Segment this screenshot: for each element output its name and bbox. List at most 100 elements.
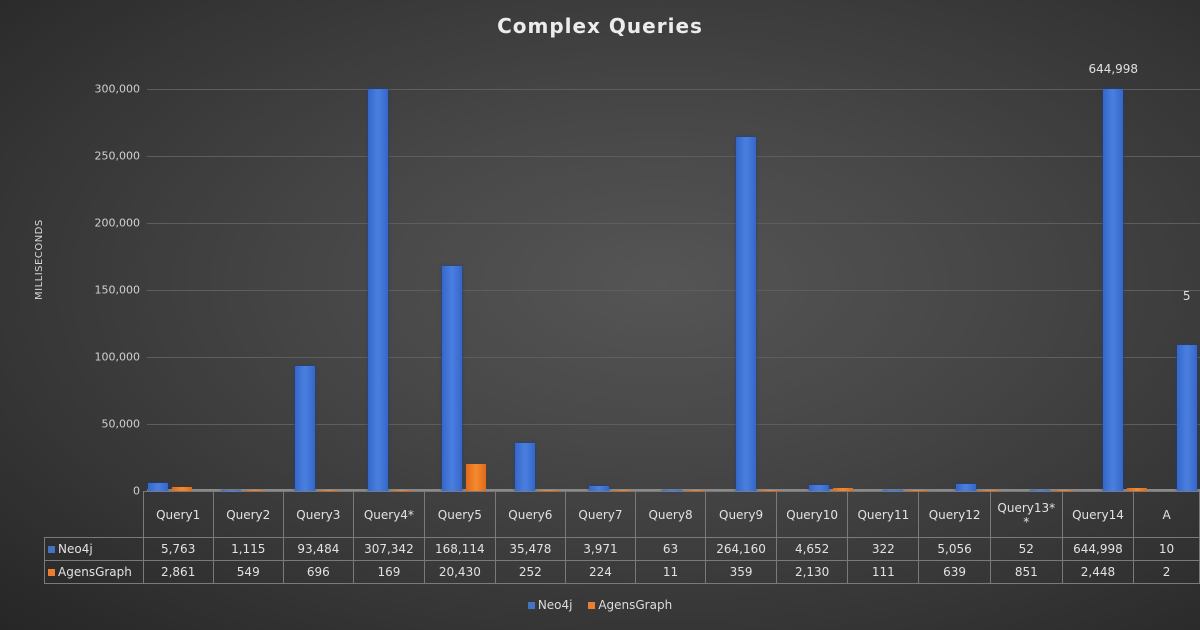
y-tick: 300,000 <box>94 82 141 96</box>
column-header: Query4* <box>352 491 425 538</box>
table-cell: 5,763 <box>142 537 214 561</box>
y-axis-ticks: 0 50,000 100,000 150,000 200,000 250,000… <box>0 0 141 630</box>
neo4j-swatch-icon <box>48 546 55 553</box>
table-cell: 20,430 <box>423 560 496 584</box>
series-label-agensgraph: AgensGraph <box>44 560 144 584</box>
column-header: Query8 <box>634 491 707 538</box>
plot-area: 644,998 5 <box>147 62 1200 491</box>
column-header: Query1 <box>142 491 214 538</box>
table-cell: 696 <box>282 560 354 584</box>
bar-agensgraph-query8 <box>686 489 707 491</box>
column-header: Query6 <box>494 491 566 538</box>
series-label-neo4j: Neo4j <box>44 537 144 561</box>
column-header: Query5 <box>423 491 496 538</box>
gridline <box>147 156 1200 157</box>
gridline <box>147 223 1200 224</box>
table-cell: 11 <box>634 560 707 584</box>
data-table: Query1 Query2 Query3 Query4* Query5 Query6 Que… <box>44 491 1200 584</box>
table-cell: 111 <box>847 560 920 584</box>
y-tick: 250,000 <box>94 149 141 163</box>
column-header: Query7 <box>564 491 637 538</box>
gridline <box>147 290 1200 291</box>
data-label: 5 <box>1182 289 1191 303</box>
table-cell: 322 <box>847 537 920 561</box>
table-cell: 264,160 <box>705 537 778 561</box>
column-header: Query11 <box>847 491 920 538</box>
bar-agensgraph-query5 <box>465 463 486 491</box>
bar-agensgraph-query14 <box>1127 487 1148 491</box>
series-name: Neo4j <box>58 542 93 556</box>
column-header: Query13* * <box>989 491 1063 538</box>
table-cell: 4,652 <box>776 537 849 561</box>
bar-neo4j-query11 <box>882 489 903 491</box>
table-cell: 2,130 <box>776 560 849 584</box>
y-tick: 0 <box>133 484 140 498</box>
legend: Neo4j AgensGraph <box>0 598 1200 612</box>
table-cell: 10 <box>1133 537 1200 561</box>
bar-neo4j-query10 <box>809 484 830 491</box>
y-tick: 150,000 <box>94 283 141 297</box>
bar-neo4j-query2 <box>221 489 242 491</box>
legend-item-agensgraph: AgensGraph <box>588 598 672 612</box>
table-cell: 359 <box>705 560 778 584</box>
bar-agensgraph-query11 <box>906 489 927 491</box>
neo4j-legend-swatch-icon <box>527 602 535 609</box>
bar-neo4j-query7 <box>588 485 609 491</box>
column-header: Query3 <box>282 491 354 538</box>
bar-agensgraph-query3 <box>318 489 339 491</box>
gridline <box>147 424 1200 425</box>
gridline <box>147 357 1200 358</box>
table-cell: 851 <box>989 560 1063 584</box>
y-tick: 50,000 <box>101 417 141 431</box>
table-cell: 307,342 <box>352 537 425 561</box>
table-cell: 52 <box>989 537 1063 561</box>
column-header: Query14 <box>1061 491 1135 538</box>
column-header: Query10 <box>776 491 849 538</box>
series-name: AgensGraph <box>58 565 132 579</box>
y-tick: 100,000 <box>94 350 141 364</box>
data-table-header-row: Query1 Query2 Query3 Query4* Query5 Query6 Que… <box>44 491 1200 538</box>
bar-neo4j-query5 <box>441 265 462 491</box>
chart-title: Complex Queries <box>497 14 703 38</box>
table-cell: 252 <box>494 560 566 584</box>
bar-agensgraph-query13 <box>1053 489 1074 491</box>
gridline <box>147 89 1200 90</box>
bar-neo4j-query1 <box>147 483 168 491</box>
column-header: Query2 <box>212 491 284 538</box>
bar-agensgraph-query6 <box>539 489 560 491</box>
agensgraph-swatch-icon <box>48 569 55 576</box>
bar-agensgraph-query9 <box>759 489 780 491</box>
legend-label: Neo4j <box>537 598 573 612</box>
table-cell: 93,484 <box>282 537 354 561</box>
data-table-row-neo4j: Neo4j 5,763 1,115 93,484 307,342 168,114 35,4… <box>44 537 1200 561</box>
table-cell: 5,056 <box>918 537 991 561</box>
data-table-corner <box>44 491 144 538</box>
bar-agensgraph-query7 <box>612 489 633 491</box>
table-cell: 2,448 <box>1061 560 1135 584</box>
bar-agensgraph-query1 <box>171 487 192 491</box>
table-cell: 549 <box>212 560 284 584</box>
bar-neo4j-query8 <box>662 489 683 491</box>
bar-neo4j-query3 <box>294 365 315 491</box>
column-header: A <box>1133 491 1200 538</box>
bar-agensgraph-query12 <box>980 489 1001 491</box>
table-cell: 2 <box>1133 560 1200 584</box>
table-cell: 2,861 <box>142 560 214 584</box>
table-cell: 3,971 <box>564 537 637 561</box>
column-header: Query9 <box>705 491 778 538</box>
legend-label: AgensGraph <box>598 598 673 612</box>
column-header: Query12 <box>918 491 991 538</box>
table-cell: 639 <box>918 560 991 584</box>
table-cell: 224 <box>564 560 637 584</box>
table-cell: 1,115 <box>212 537 284 561</box>
bar-neo4j-query4 <box>368 89 389 491</box>
bar-neo4j-a <box>1176 344 1197 491</box>
bar-agensgraph-query4 <box>392 489 413 491</box>
agensgraph-legend-swatch-icon <box>588 602 596 609</box>
bar-neo4j-query12 <box>956 484 977 491</box>
data-label: 644,998 <box>1088 62 1139 76</box>
table-cell: 35,478 <box>494 537 566 561</box>
bar-agensgraph-query10 <box>833 488 854 491</box>
table-cell: 644,998 <box>1061 537 1135 561</box>
table-cell: 169 <box>352 560 425 584</box>
